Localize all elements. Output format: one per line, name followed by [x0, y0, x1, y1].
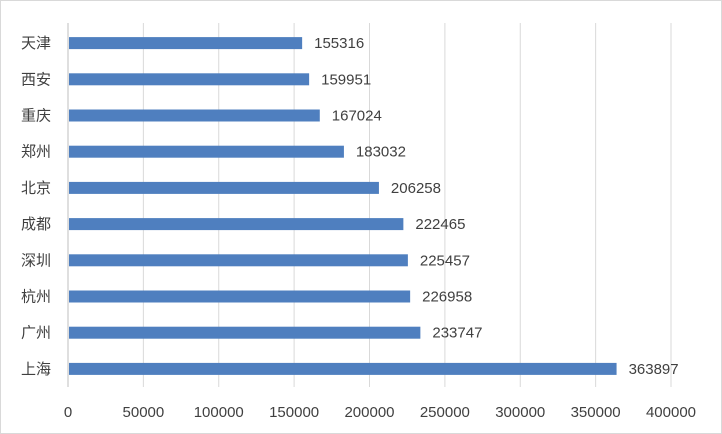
data-label: 183032: [356, 144, 406, 161]
category-label: 北京: [21, 179, 51, 197]
data-labels: 155316 159951 167024 183032 206258 222465 2254…: [314, 35, 678, 378]
data-label: 226958: [422, 289, 472, 306]
category-label: 深圳: [21, 251, 51, 269]
data-label: 167024: [332, 108, 382, 125]
data-label: 225457: [420, 252, 470, 269]
bar: [69, 218, 404, 231]
category-label: 成都: [21, 215, 51, 233]
x-tick-label: 100000: [194, 404, 244, 421]
x-tick-label: 200000: [344, 404, 394, 421]
x-tick-label: 0: [64, 404, 72, 421]
x-tick-label: 300000: [495, 404, 545, 421]
bar: [69, 326, 421, 339]
bar: [69, 145, 344, 158]
category-label: 西安: [21, 70, 51, 88]
bar: [69, 109, 320, 122]
x-tick-label: 350000: [571, 404, 621, 421]
bar: [69, 73, 310, 86]
bars: [69, 37, 617, 375]
category-label: 杭州: [21, 288, 51, 306]
bar: [69, 37, 303, 50]
x-axis-tick-labels: 0 50000 100000 150000 200000 250000 300000 3500…: [64, 404, 696, 421]
data-label: 206258: [391, 180, 441, 197]
bar: [69, 362, 617, 375]
bar: [69, 181, 379, 194]
x-tick-label: 400000: [646, 404, 696, 421]
bar: [69, 290, 411, 303]
data-label: 233747: [432, 325, 482, 342]
data-label: 159951: [321, 71, 371, 88]
category-label: 天津: [21, 34, 51, 52]
category-label: 上海: [21, 360, 51, 378]
bar: [69, 254, 408, 267]
category-label: 郑州: [21, 143, 51, 161]
x-tick-label: 50000: [123, 404, 165, 421]
data-label: 222465: [415, 216, 465, 233]
data-label: 363897: [629, 361, 679, 378]
x-tick-label: 150000: [269, 404, 319, 421]
data-label: 155316: [314, 35, 364, 52]
category-label: 广州: [21, 324, 51, 342]
x-tick-label: 250000: [420, 404, 470, 421]
category-label: 重庆: [21, 107, 51, 125]
